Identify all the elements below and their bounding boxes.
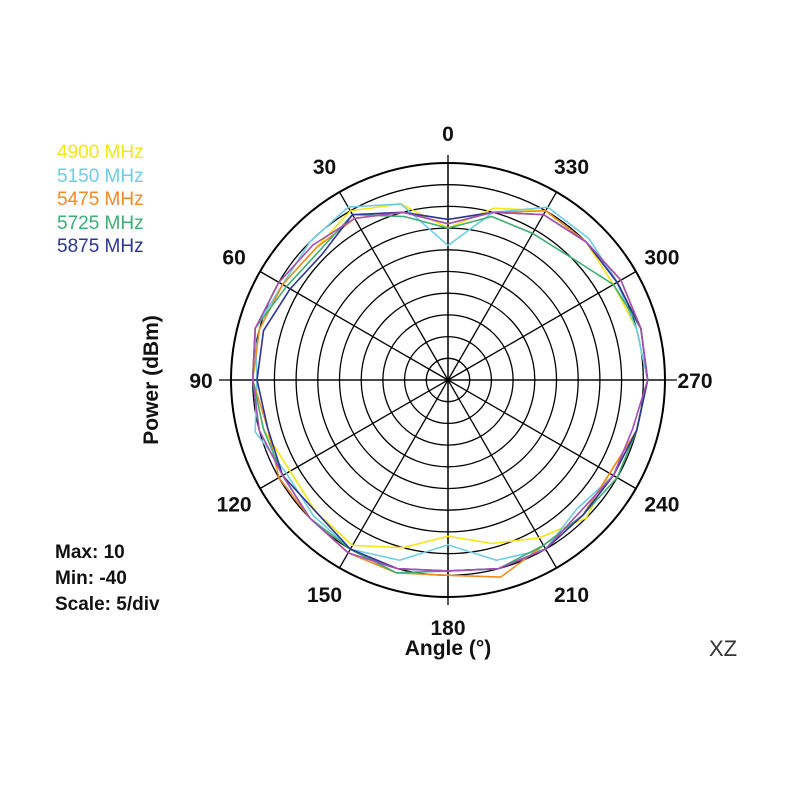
grid-spoke (447, 379, 558, 569)
grid-spoke (447, 270, 637, 381)
grid-spoke (259, 379, 449, 490)
grid-spoke (259, 270, 449, 381)
legend: 4900 MHz 5150 MHz 5475 MHz 5725 MHz 5875… (57, 141, 144, 259)
angle-tick-label: 330 (554, 156, 589, 179)
y-axis-label: Power (dBm) (140, 315, 163, 445)
angle-tick-label: 90 (189, 370, 212, 393)
legend-item: 5475 MHz (57, 189, 144, 210)
max-label: Max: 10 (55, 542, 125, 563)
scale-label: Scale: 5/div (55, 594, 160, 615)
min-label: Min: -40 (55, 568, 127, 589)
angle-tick-labels: 0 30 60 90 120 150 180 210 240 270 300 330 (189, 123, 712, 640)
angle-tick-label: 150 (307, 584, 342, 607)
polar-grid (219, 155, 677, 605)
angle-tick-label: 180 (430, 617, 465, 640)
angle-tick-label: 270 (677, 370, 712, 393)
legend-item: 5875 MHz (57, 236, 144, 257)
angle-tick-label: 240 (644, 494, 679, 517)
legend-item: 4900 MHz (57, 142, 144, 163)
legend-item: 5150 MHz (57, 165, 144, 187)
grid-spoke (338, 379, 449, 569)
grid-spoke (447, 379, 637, 490)
angle-tick-label: 210 (554, 584, 589, 607)
angle-tick-label: 300 (644, 247, 679, 270)
scale-info: Max: 10 Min: -40 Scale: 5/div (55, 540, 160, 618)
plane-label: XZ (709, 636, 738, 661)
angle-tick-label: 0 (442, 123, 454, 146)
angle-tick-label: 60 (222, 247, 245, 270)
angle-tick-label: 30 (313, 156, 336, 179)
legend-item: 5725 MHz (57, 212, 144, 234)
grid-spoke (447, 191, 558, 381)
grid-spoke (338, 191, 449, 381)
angle-tick-label: 120 (217, 494, 252, 517)
series-layer (251, 203, 649, 578)
series-trace (251, 211, 649, 572)
x-axis-label: Angle (°) (405, 637, 492, 660)
